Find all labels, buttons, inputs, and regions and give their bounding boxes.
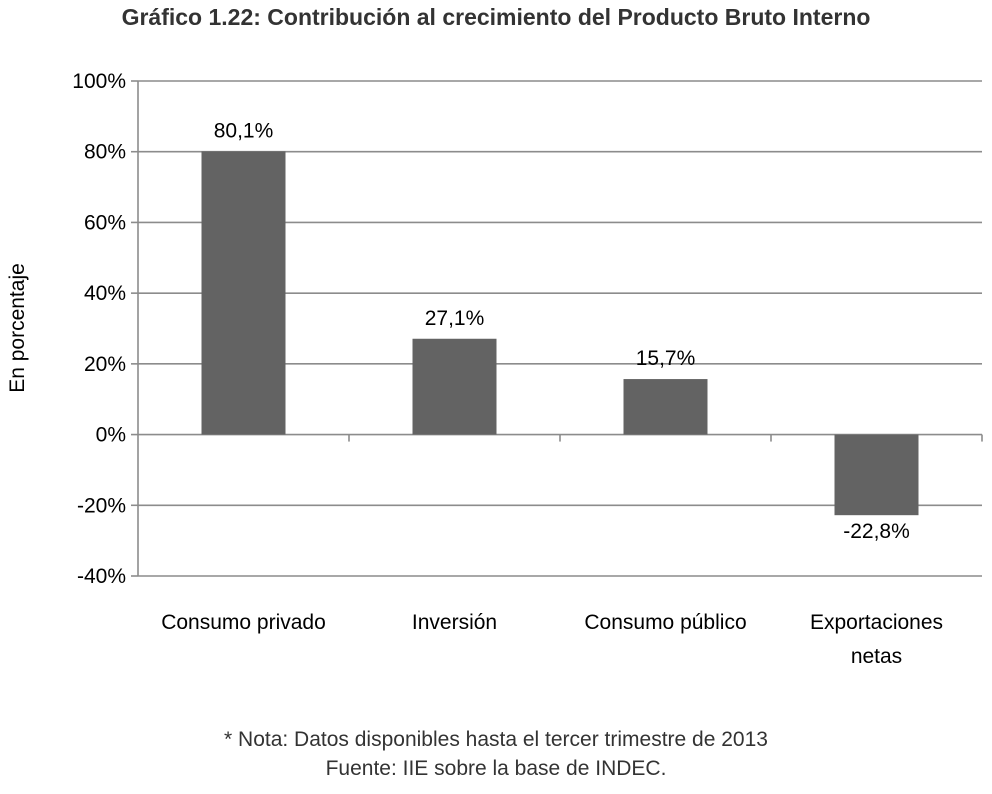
y-tick-label: -40% (77, 565, 126, 588)
y-tick-label: 60% (84, 211, 126, 234)
data-label: 27,1% (425, 307, 485, 330)
category-label: Consumo privado (161, 611, 326, 634)
category-label: netas (851, 645, 902, 668)
chart-title: Gráfico 1.22: Contribución al crecimient… (121, 4, 871, 30)
y-tick-label: 40% (84, 282, 126, 305)
data-label: -22,8% (843, 520, 910, 543)
bar (201, 151, 286, 435)
axis-layer (131, 80, 983, 577)
data-label: 80,1% (214, 119, 274, 142)
y-tick-label: 80% (84, 141, 126, 164)
bar (623, 379, 708, 435)
label-layer: 100% 80% 60% 40% 20% 0% -20% -40% 80,1% Consumo p… (72, 70, 943, 668)
y-axis-label: En porcentaje (6, 263, 29, 393)
category-label: Exportaciones (810, 611, 943, 634)
footnote: * Nota: Datos disponibles hasta el terce… (224, 728, 768, 751)
category-label: Consumo público (584, 611, 746, 634)
data-label: 15,7% (636, 347, 696, 370)
source-note: Fuente: IIE sobre la base de INDEC. (325, 757, 667, 780)
bar-layer (201, 151, 919, 516)
y-tick-label: -20% (77, 494, 126, 517)
y-tick-label: 0% (96, 424, 126, 447)
bar (412, 338, 497, 435)
bar (834, 434, 919, 516)
y-tick-label: 20% (84, 353, 126, 376)
category-label: Inversión (412, 611, 497, 634)
y-tick-label: 100% (72, 70, 126, 93)
